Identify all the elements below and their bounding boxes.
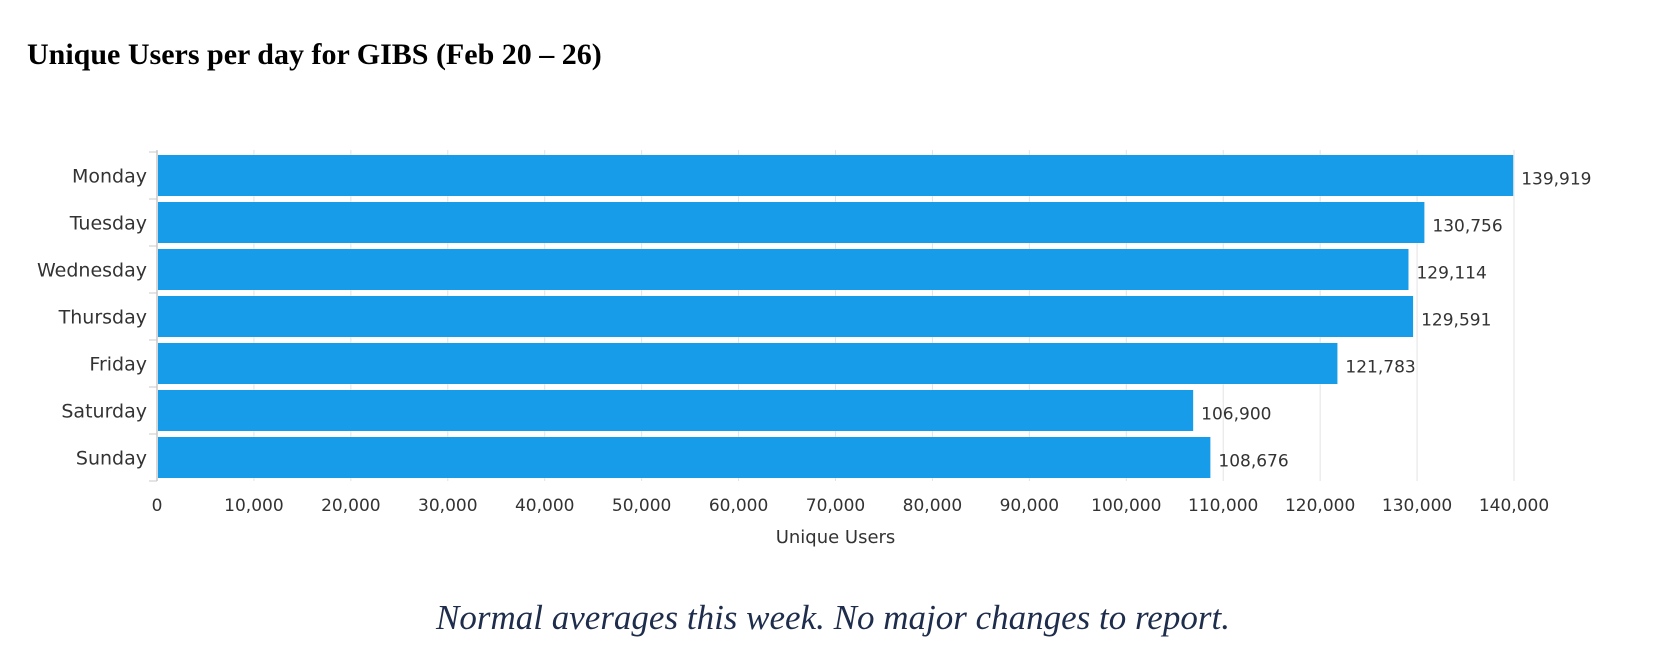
data-label: 108,676 — [1218, 452, 1288, 472]
category-label: Monday — [72, 166, 147, 188]
category-label: Tuesday — [69, 213, 147, 235]
data-label: 130,756 — [1432, 217, 1502, 237]
x-tick-label: 60,000 — [709, 496, 768, 516]
category-label: Thursday — [58, 307, 147, 329]
bars — [158, 155, 1514, 478]
summary-comment: Normal averages this week. No major chan… — [436, 598, 1230, 637]
labels: 0 10,000 20,000 30,000 40,000 50,000 60,000 70,… — [37, 166, 1592, 517]
data-label: 106,900 — [1201, 405, 1271, 425]
bar-tuesday — [158, 202, 1425, 243]
bar-wednesday — [158, 249, 1409, 290]
data-label: 129,591 — [1421, 311, 1491, 331]
x-tick-label: 40,000 — [515, 496, 574, 516]
data-label: 129,114 — [1416, 264, 1486, 284]
axes — [149, 150, 158, 482]
page-title: Unique Users per day for GIBS (Feb 20 – … — [27, 38, 602, 71]
x-tick-label: 120,000 — [1285, 496, 1355, 516]
category-label: Saturday — [61, 401, 147, 423]
x-axis-title: Unique Users — [776, 527, 896, 548]
data-label: 139,919 — [1521, 170, 1591, 190]
bar-friday — [158, 343, 1338, 384]
x-tick-label: 50,000 — [612, 496, 671, 516]
x-tick-label: 70,000 — [806, 496, 865, 516]
x-tick-label: 130,000 — [1382, 496, 1452, 516]
x-tick-label: 100,000 — [1091, 496, 1161, 516]
bar-saturday — [158, 390, 1194, 431]
bar-chart: 0 10,000 20,000 30,000 40,000 50,000 60,000 70,… — [37, 150, 1592, 548]
category-label: Wednesday — [37, 260, 147, 282]
x-tick-label: 140,000 — [1479, 496, 1549, 516]
category-label: Friday — [89, 354, 147, 376]
x-tick-label: 20,000 — [321, 496, 380, 516]
bar-thursday — [158, 296, 1414, 337]
x-tick-label: 10,000 — [224, 496, 283, 516]
x-tick-label: 80,000 — [903, 496, 962, 516]
category-label: Sunday — [76, 448, 147, 470]
x-tick-label: 30,000 — [418, 496, 477, 516]
x-tick-label: 90,000 — [1000, 496, 1059, 516]
data-label: 121,783 — [1345, 358, 1415, 378]
x-tick-label: 110,000 — [1188, 496, 1258, 516]
bar-monday — [158, 155, 1514, 196]
x-tick-label: 0 — [152, 496, 163, 516]
bar-sunday — [158, 437, 1211, 478]
